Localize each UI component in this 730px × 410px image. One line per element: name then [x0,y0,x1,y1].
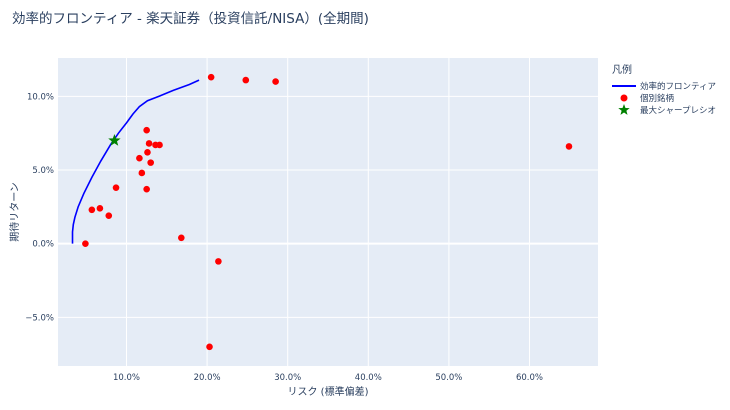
stock-point [147,159,154,166]
legend-stock-swatch [620,94,628,102]
y-tick-label: 10.0% [27,92,54,102]
legend-sharpe-label: 最大シャープレシオ [640,105,716,116]
y-tick-label: 5.0% [32,166,54,176]
stock-point [207,73,215,81]
stock-point [138,169,146,177]
x-axis-label: リスク (標準偏差) [288,385,369,398]
stock-point [215,258,222,265]
x-tick-label: 20.0% [194,373,221,383]
legend-star-icon [618,104,630,115]
stock-point [242,76,250,84]
x-tick-label: 50.0% [435,373,462,383]
x-tick-label: 60.0% [516,373,543,383]
stock-point [272,78,279,85]
stock-point [136,154,143,162]
stock-point [156,141,163,149]
x-tick-label: 30.0% [274,373,301,383]
stock-point [144,149,151,156]
stock-point [143,126,150,134]
x-axis-ticks: 10.0% 20.0% 30.0% 40.0% 50.0% 60.0% [113,373,543,383]
data-marks [71,73,573,351]
max-sharpe-star [108,134,121,146]
y-tick-label: 0.0% [32,240,54,250]
stock-point [96,205,104,212]
stock-point [145,140,153,147]
stock-point [105,212,113,219]
stock-point [88,206,96,214]
stock-point [82,240,89,247]
y-axis-ticks: −5.0% 0.0% 5.0% 10.0% [25,92,54,323]
y-tick-label: −5.0% [25,313,54,323]
stock-point [143,185,150,193]
stock-point [178,234,185,242]
chart-title: 効率的フロンティア - 楽天証券（投資信託/NISA）(全期間) [12,10,369,27]
grid-lines [58,58,598,366]
y-axis-label: 期待リターン [8,182,21,242]
legend-stock-label: 個別銘柄 [640,93,675,104]
stock-point [565,143,573,150]
stock-point [112,184,120,191]
legend-frontier-label: 効率的フロンティア [640,81,716,92]
legend-title: 凡例 [612,63,632,76]
legend: 凡例 効率的フロンティア 個別銘柄 最大シャープレシオ [612,63,716,116]
plot-area [58,58,598,366]
x-tick-label: 40.0% [355,373,382,383]
x-tick-label: 10.0% [113,373,140,383]
stock-point [206,343,213,351]
